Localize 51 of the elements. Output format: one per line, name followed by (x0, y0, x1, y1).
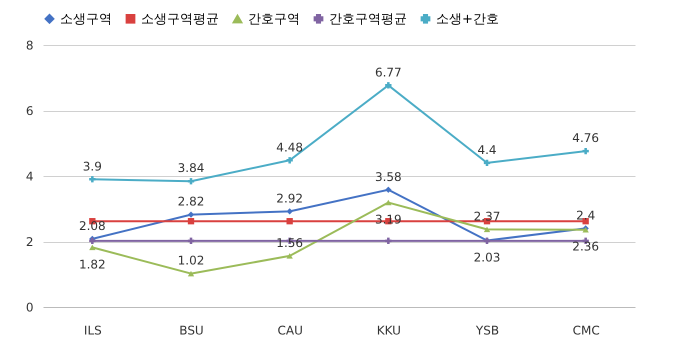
point (188, 270, 194, 276)
data-label: 1.82 (78, 257, 106, 272)
data-label: 6.77 (374, 65, 402, 80)
data-label: 4.76 (572, 131, 600, 146)
data-label: 3.58 (374, 170, 402, 184)
y-tick-label: 0 (26, 300, 34, 314)
data-label: 3.19 (374, 212, 402, 227)
point (286, 157, 293, 164)
point (385, 238, 392, 244)
point (484, 226, 490, 232)
x-tick-label: CAU (277, 324, 303, 338)
x-tick-label: BSU (179, 324, 204, 338)
data-label: 4.48 (276, 140, 304, 154)
point (582, 148, 589, 154)
point (286, 218, 293, 224)
data-label: 2.36 (572, 240, 600, 254)
legend-label: 간호구역 (248, 12, 300, 28)
data-label: 2.08 (78, 218, 106, 233)
data-label: 2.37 (474, 209, 500, 224)
y-tick-label: 6 (26, 104, 34, 118)
data-label: 4.4 (477, 142, 497, 157)
point (385, 82, 392, 88)
point (188, 238, 194, 244)
x-tick-label: YSB (474, 324, 500, 338)
point (188, 218, 194, 224)
data-label: 2.03 (474, 250, 500, 265)
y-tick-label: 2 (26, 235, 34, 249)
x-tick-label: CMC (572, 324, 600, 338)
data-label: 2.92 (276, 191, 304, 206)
point (385, 200, 392, 206)
point (89, 176, 96, 182)
x-tick-label: ILS (84, 324, 102, 338)
legend-label: 간호구역평균 (329, 12, 407, 27)
x-tick-label: KKU (376, 324, 401, 338)
legend-label: 소생+간호 (436, 12, 499, 27)
point (286, 208, 293, 215)
data-label: 3.9 (82, 159, 102, 174)
point (286, 253, 293, 259)
point (188, 178, 194, 184)
data-label: 3.84 (178, 161, 204, 176)
point (385, 186, 392, 193)
data-label: 2.4 (576, 208, 596, 222)
legend-label: 소생구역평균 (141, 12, 219, 27)
point (89, 244, 96, 250)
point (188, 211, 194, 218)
data-label: 1.02 (178, 254, 204, 268)
y-tick-label: 4 (26, 170, 34, 184)
data-label: 2.82 (178, 194, 204, 209)
y-tick-label: 8 (26, 38, 34, 52)
point (484, 160, 490, 166)
legend-label: 소생구역 (60, 12, 112, 27)
